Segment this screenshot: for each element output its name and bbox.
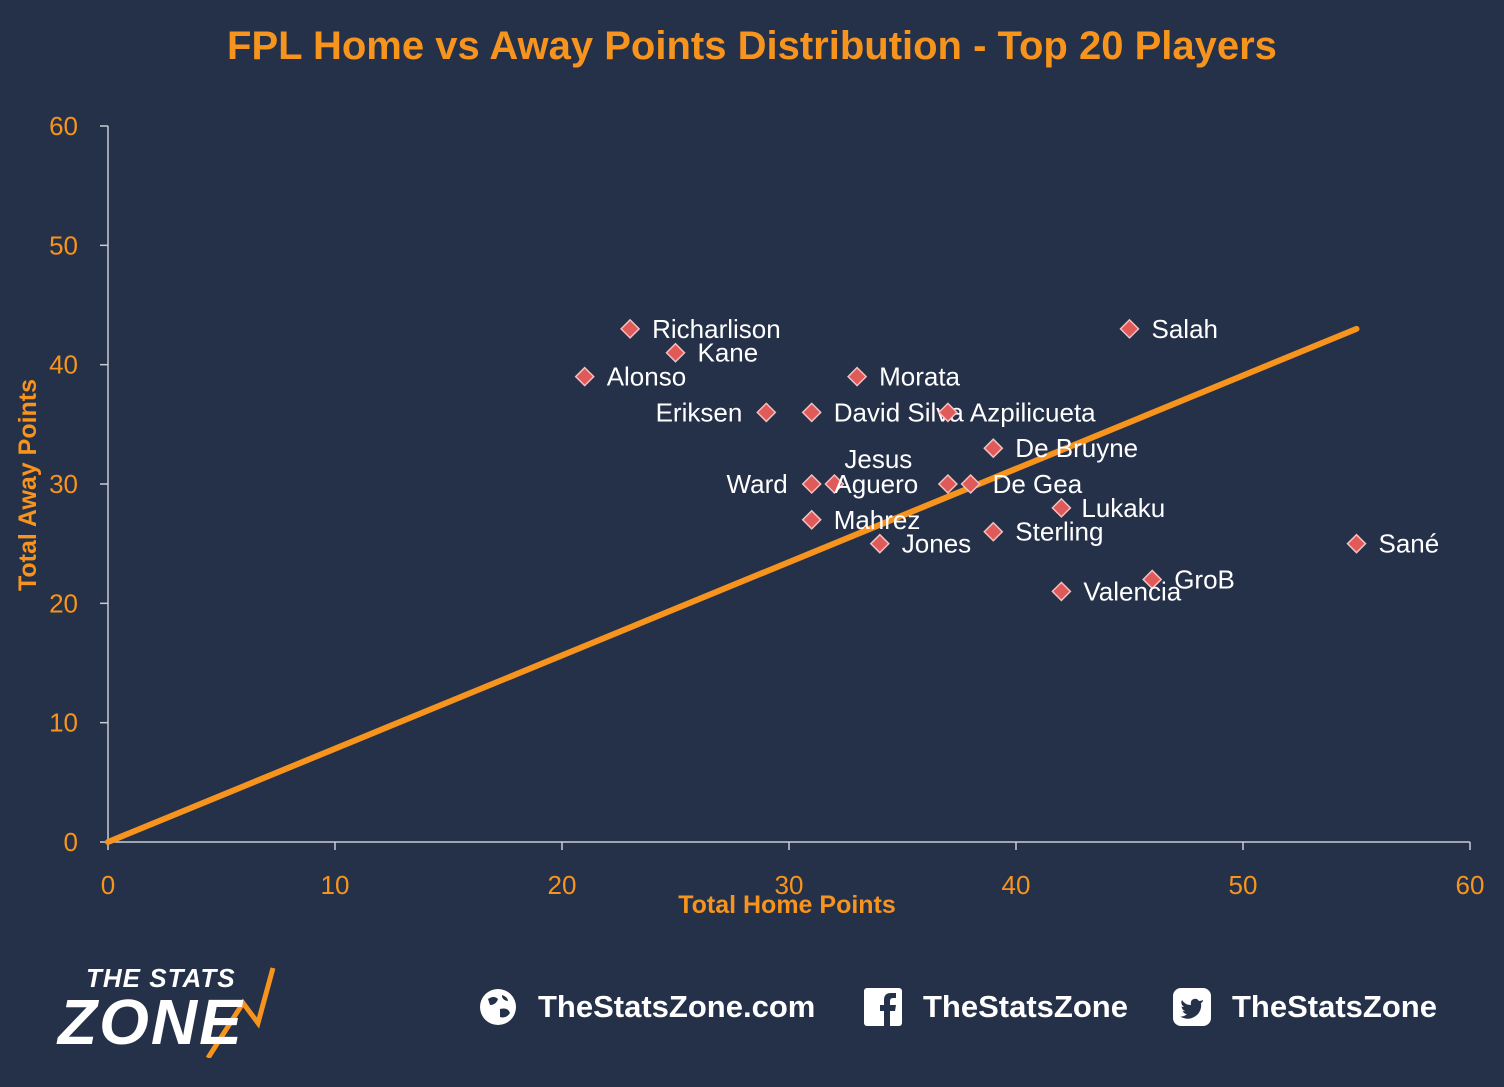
x-tick-label: 50 [1229, 870, 1258, 900]
twitter-link[interactable]: TheStatsZone [1172, 985, 1437, 1029]
point-label: Richarlison [652, 314, 781, 344]
point-marker [937, 402, 958, 423]
trendline [105, 325, 1360, 845]
x-tick-label: 60 [1456, 870, 1485, 900]
point-marker [847, 366, 868, 387]
website-link[interactable]: TheStatsZone.com [478, 985, 815, 1029]
point-marker [801, 509, 822, 530]
facebook-text: TheStatsZone [923, 989, 1128, 1024]
point-label: Jesus [844, 444, 912, 474]
y-axis-title: Total Away Points [14, 379, 42, 591]
twitter-icon [1172, 987, 1212, 1027]
point-marker [960, 473, 981, 495]
point-label: Kane [698, 338, 759, 368]
y-tick-label: 40 [49, 350, 78, 380]
point-label: Valencia [1083, 576, 1181, 606]
y-tick-label: 60 [49, 111, 78, 141]
ticks: 0 10 20 30 40 50 60 0 10 20 30 40 50 60 [49, 111, 1484, 900]
x-tick-label: 30 [775, 870, 804, 900]
y-tick-label: 0 [64, 827, 78, 857]
x-tick-label: 10 [321, 870, 350, 900]
point-marker [1051, 581, 1072, 602]
point-marker [1142, 569, 1163, 590]
x-tick-label: 0 [101, 870, 115, 900]
point-marker [665, 342, 686, 363]
y-tick-label: 30 [49, 469, 78, 499]
y-tick-label: 10 [49, 708, 78, 738]
point-label: De Gea [993, 469, 1083, 499]
point-label: Mahrez [834, 505, 921, 535]
point-marker [869, 533, 890, 554]
point-marker [620, 318, 641, 339]
point-marker [756, 402, 777, 423]
stats-zone-logo: THE STATS ZONE [58, 963, 328, 1058]
trendline [105, 325, 1360, 845]
point-label: Eriksen [656, 397, 743, 427]
y-tick-label: 50 [49, 230, 78, 260]
point-label: GroB [1174, 564, 1235, 594]
x-tick-label: 20 [548, 870, 577, 900]
chart-title: FPL Home vs Away Points Distribution - T… [227, 24, 1277, 68]
facebook-link[interactable]: TheStatsZone [863, 985, 1128, 1029]
website-text: TheStatsZone.com [538, 989, 816, 1024]
point-marker [574, 366, 595, 387]
point-marker [824, 473, 845, 495]
x-tick-label: 40 [1002, 870, 1031, 900]
point-label: Aguero [834, 469, 918, 499]
point-label: Sterling [1015, 517, 1103, 547]
point-label: Sané [1379, 529, 1440, 559]
point-label: Alonso [607, 362, 687, 392]
logo-text-bottom: ZONE [58, 986, 244, 1058]
point-label: Ward [727, 469, 788, 499]
y-tick-label: 20 [49, 588, 78, 618]
point-label: Lukaku [1081, 493, 1165, 523]
point-marker [801, 473, 822, 495]
axes [107, 126, 1470, 843]
point-marker [937, 473, 958, 495]
point-label: Morata [879, 362, 960, 392]
logo-text-top: THE STATS [86, 963, 236, 993]
globe-icon [478, 987, 518, 1027]
point-marker [801, 402, 822, 423]
point-marker [983, 438, 1004, 459]
point-label: Jones [902, 529, 971, 559]
point-label: Azpilicueta [970, 397, 1096, 427]
point-marker [1346, 533, 1367, 554]
facebook-icon [863, 987, 903, 1027]
point-label: Salah [1152, 314, 1219, 344]
point-marker [1119, 318, 1140, 339]
scatter-chart: 0 10 20 30 40 50 60 0 10 20 30 40 50 60 RicharlisonKa… [14, 111, 1484, 919]
point-marker [983, 521, 1004, 542]
x-axis-title: Total Home Points [678, 891, 896, 919]
twitter-text: TheStatsZone [1232, 989, 1437, 1024]
point-label: De Bruyne [1015, 433, 1138, 463]
point-marker [1051, 497, 1072, 518]
footer: THE STATS ZONE TheStatsZone.com TheStats… [0, 955, 1504, 1065]
